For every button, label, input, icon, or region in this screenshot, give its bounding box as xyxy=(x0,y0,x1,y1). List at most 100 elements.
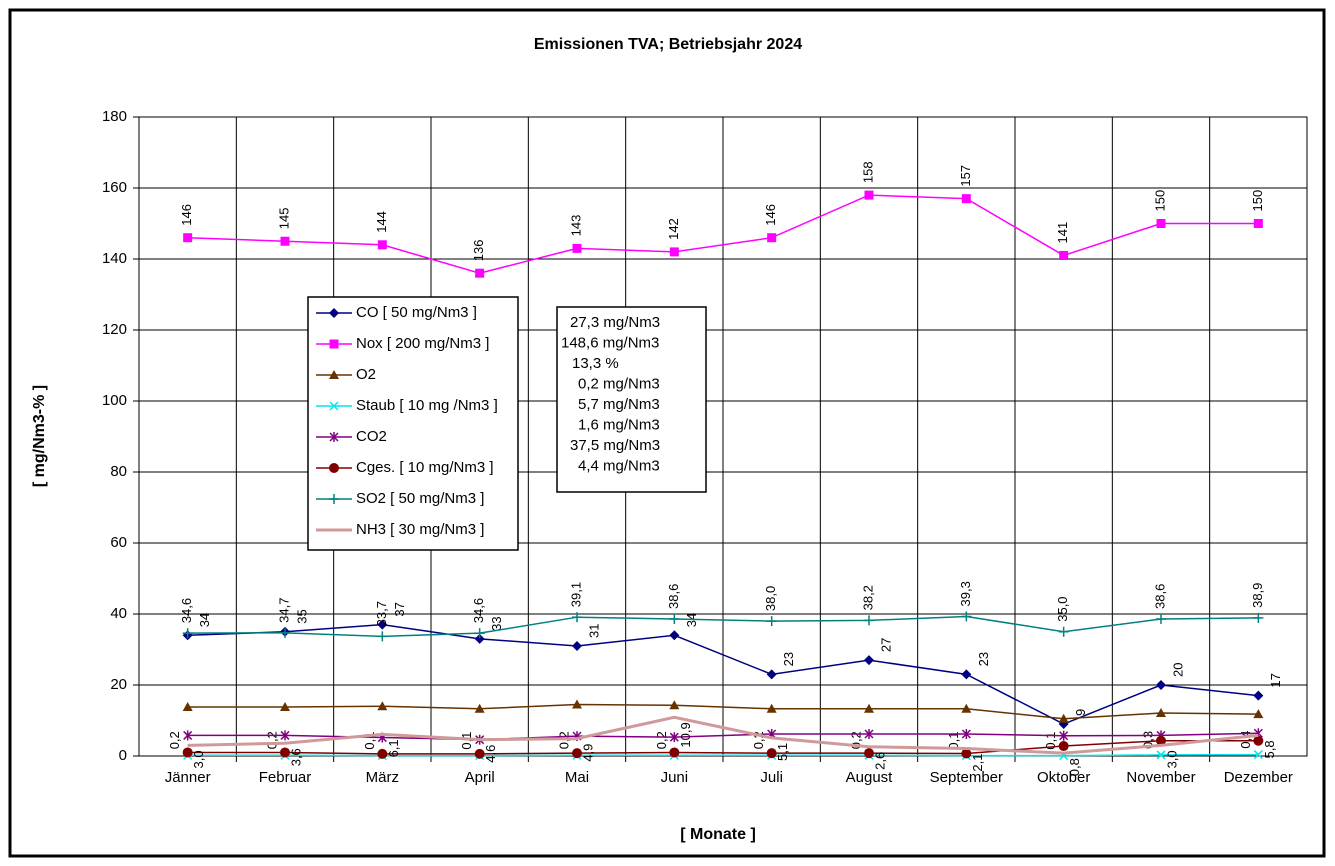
marker xyxy=(329,308,339,318)
x-tick-label: September xyxy=(930,769,1003,786)
legend-label: CO2 xyxy=(356,428,387,445)
marker-shape xyxy=(1156,735,1166,746)
data-label: 20 xyxy=(1170,663,1185,677)
series-line xyxy=(187,703,1259,720)
marker xyxy=(329,463,339,473)
marker xyxy=(182,702,193,712)
marker-shape xyxy=(961,703,972,713)
annotation-line: 0,2 mg/Nm3 xyxy=(578,375,660,392)
marker xyxy=(1059,250,1069,260)
marker-shape xyxy=(669,747,680,758)
data-label: 5,8 xyxy=(1262,740,1277,758)
series-line xyxy=(187,739,1259,755)
marker xyxy=(864,615,874,626)
x-tick-label: April xyxy=(465,769,495,786)
marker xyxy=(766,616,777,627)
marker-shape xyxy=(377,701,388,711)
marker xyxy=(329,432,339,442)
data-label: 0,1 xyxy=(459,732,474,750)
marker xyxy=(183,233,193,243)
y-tick-label: 160 xyxy=(102,179,127,196)
data-label: 38,9 xyxy=(1250,583,1265,608)
marker xyxy=(1253,219,1263,228)
marker-shape xyxy=(572,748,582,759)
marker xyxy=(669,613,680,624)
legend-label: Nox [ 200 mg/Nm3 ] xyxy=(356,335,489,352)
data-label: 0,2 xyxy=(264,731,279,749)
marker-shape xyxy=(183,233,193,243)
marker xyxy=(280,236,290,246)
marker xyxy=(329,339,339,349)
y-tick-label: 20 xyxy=(110,676,127,693)
data-label: 4,9 xyxy=(580,744,595,762)
marker-shape xyxy=(377,619,388,630)
series-line xyxy=(187,194,1259,274)
marker-shape xyxy=(961,748,972,759)
data-label: 4,6 xyxy=(483,745,498,763)
marker xyxy=(182,628,193,639)
marker-shape xyxy=(377,748,388,759)
x-axis-label: [ Monate ] xyxy=(680,826,756,843)
x-tick-label: Mai xyxy=(565,769,589,786)
data-label: 33 xyxy=(489,616,504,630)
marker-shape xyxy=(572,699,582,709)
marker-shape xyxy=(669,700,680,710)
legend-label: O2 xyxy=(356,366,376,383)
annotation-line: 27,3 mg/Nm3 xyxy=(570,314,660,331)
marker xyxy=(280,702,290,712)
series-line xyxy=(187,715,1259,755)
data-label: 34,7 xyxy=(276,598,291,623)
data-label: 37 xyxy=(392,602,407,616)
marker xyxy=(280,730,290,741)
marker-shape xyxy=(961,669,972,680)
annotation-line: 13,3 % xyxy=(572,355,619,372)
data-label: 3,0 xyxy=(191,750,206,768)
marker-shape xyxy=(1253,690,1264,701)
legend-label: SO2 [ 50 mg/Nm3 ] xyxy=(356,490,484,507)
marker-shape xyxy=(1059,250,1069,260)
marker-shape xyxy=(766,703,777,713)
marker-shape xyxy=(1253,709,1264,719)
y-tick-label: 120 xyxy=(102,321,127,338)
marker xyxy=(475,268,485,278)
data-label: 34,6 xyxy=(471,598,486,623)
annotation-line: 37,5 mg/Nm3 xyxy=(570,437,660,454)
marker-shape xyxy=(475,268,485,278)
data-label: 6,1 xyxy=(386,739,401,757)
data-label: 141 xyxy=(1055,222,1070,244)
data-label: 2,6 xyxy=(872,752,887,770)
marker-shape xyxy=(864,190,874,200)
marker xyxy=(1058,713,1069,723)
marker xyxy=(1156,708,1166,718)
x-tick-label: Dezember xyxy=(1224,769,1293,786)
marker xyxy=(377,701,388,711)
legend: CO [ 50 mg/Nm3 ] Nox [ 200 mg/Nm3 ] O2 Stau… xyxy=(307,296,519,551)
marker xyxy=(766,703,777,713)
annotation-line: 5,7 mg/Nm3 xyxy=(578,396,660,413)
marker xyxy=(669,700,680,710)
marker-shape xyxy=(280,747,290,758)
data-label: 144 xyxy=(374,211,389,233)
data-label: 146 xyxy=(179,204,194,226)
marker-shape xyxy=(329,308,339,318)
data-label: 39,1 xyxy=(568,582,583,607)
series-line xyxy=(187,615,1259,638)
marker-shape xyxy=(474,748,485,759)
marker-shape xyxy=(1156,680,1166,690)
marker-shape xyxy=(280,236,290,246)
marker xyxy=(669,630,680,641)
marker xyxy=(572,243,582,253)
chart-title: Emissionen TVA; Betriebsjahr 2024 xyxy=(534,36,802,53)
data-label: 34 xyxy=(197,613,212,627)
marker xyxy=(1253,690,1264,701)
marker xyxy=(572,748,582,759)
x-tick-label: Jänner xyxy=(165,769,211,786)
data-label: 0,1 xyxy=(946,732,961,750)
annotation-line: 1,6 mg/Nm3 xyxy=(578,416,660,433)
marker-shape xyxy=(864,748,874,759)
data-label: 143 xyxy=(568,215,583,237)
data-label: 142 xyxy=(666,218,681,240)
marker-shape xyxy=(572,640,582,651)
marker xyxy=(1156,735,1166,746)
marker-shape xyxy=(766,748,777,759)
